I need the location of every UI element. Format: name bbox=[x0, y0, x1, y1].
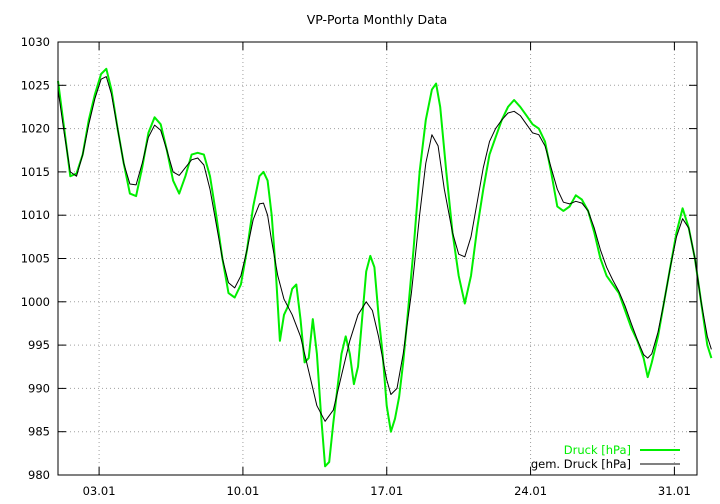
y-tick-label: 1020 bbox=[21, 122, 50, 136]
y-tick-label: 1000 bbox=[21, 295, 50, 309]
legend-label: Druck [hPa] bbox=[564, 443, 631, 457]
y-tick-label: 1005 bbox=[21, 252, 50, 266]
y-tick-label: 985 bbox=[28, 425, 50, 439]
y-tick-label: 1010 bbox=[21, 208, 50, 222]
y-tick-label: 1030 bbox=[21, 35, 50, 49]
x-tick-label: 24.01 bbox=[514, 484, 547, 498]
y-tick-label: 1015 bbox=[21, 165, 50, 179]
y-tick-label: 990 bbox=[28, 381, 50, 395]
x-tick-label: 10.01 bbox=[226, 484, 259, 498]
series-line-gem-druck bbox=[57, 76, 712, 422]
grid-lines bbox=[58, 42, 697, 475]
data-series bbox=[57, 67, 713, 468]
x-tick-label: 17.01 bbox=[370, 484, 403, 498]
legend-label: gem. Druck [hPa] bbox=[531, 457, 631, 471]
y-tick-label: 980 bbox=[28, 468, 50, 482]
y-tick-label: 1025 bbox=[21, 78, 50, 92]
y-tick-label: 995 bbox=[28, 338, 50, 352]
chart-title: VP-Porta Monthly Data bbox=[307, 12, 448, 27]
axis-ticks: 980 985 990 995 1000 1005 1010 1015 1020 1025 1030… bbox=[21, 35, 697, 498]
x-tick-label: 03.01 bbox=[83, 484, 116, 498]
series-line-druck bbox=[57, 67, 713, 468]
x-tick-label: 31.01 bbox=[658, 484, 691, 498]
legend: Druck [hPa]gem. Druck [hPa] bbox=[531, 443, 680, 471]
